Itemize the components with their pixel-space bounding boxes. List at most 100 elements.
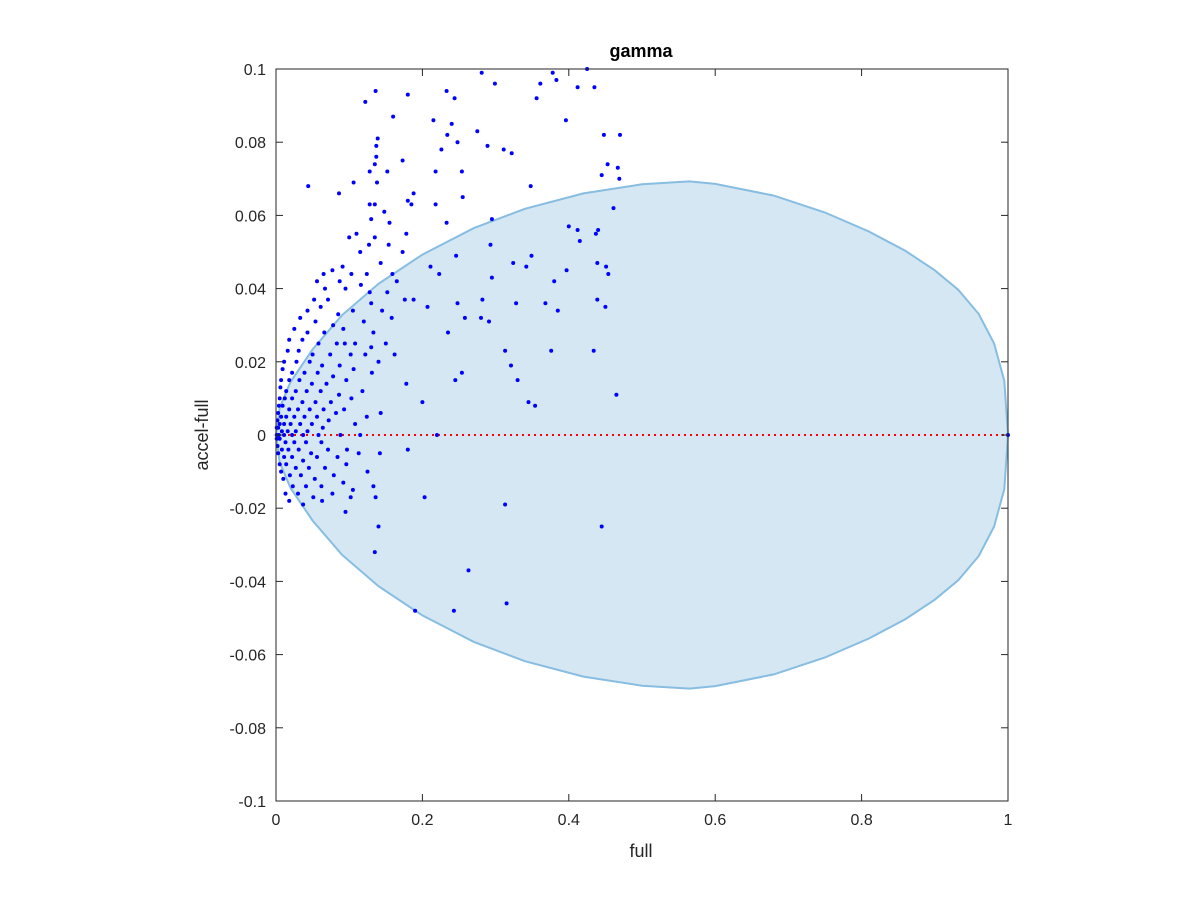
y-axis-ticks: -0.1 -0.08 -0.06 -0.04 -0.02 0 0.02 0.04 0.06 0.0… xyxy=(230,62,1008,811)
data-point xyxy=(316,341,321,346)
data-point xyxy=(313,400,318,405)
data-point xyxy=(394,279,399,284)
data-point xyxy=(300,337,305,342)
data-point xyxy=(361,319,366,324)
data-point xyxy=(323,286,327,291)
data-point xyxy=(344,462,349,467)
data-point xyxy=(301,502,306,507)
data-point xyxy=(287,498,292,503)
data-point xyxy=(341,326,346,331)
data-point xyxy=(614,392,619,397)
data-point xyxy=(350,308,355,313)
data-point xyxy=(411,297,416,302)
data-point xyxy=(509,363,513,368)
data-point xyxy=(279,447,284,452)
data-point xyxy=(372,550,377,555)
data-point xyxy=(400,158,405,163)
data-point xyxy=(328,352,333,357)
y-tick-label: 0.04 xyxy=(235,282,266,299)
data-point xyxy=(444,89,449,93)
data-point xyxy=(425,304,430,309)
data-point xyxy=(358,250,363,254)
data-point xyxy=(330,268,335,273)
data-point xyxy=(363,99,368,104)
data-point xyxy=(618,132,622,137)
data-point xyxy=(387,220,392,225)
data-point xyxy=(315,455,319,459)
data-point xyxy=(555,308,560,313)
data-point xyxy=(322,330,327,335)
data-point xyxy=(404,381,409,386)
data-point xyxy=(307,359,312,364)
data-point xyxy=(277,462,282,467)
data-point xyxy=(462,315,467,320)
y-tick-label: 0.1 xyxy=(244,62,266,79)
data-point xyxy=(280,403,285,408)
data-point xyxy=(451,608,456,613)
data-point xyxy=(466,568,471,573)
data-point xyxy=(318,389,323,394)
data-point xyxy=(409,202,414,207)
data-point xyxy=(400,250,405,254)
data-point xyxy=(337,392,341,397)
data-point xyxy=(492,81,497,86)
data-point xyxy=(354,231,359,236)
data-point xyxy=(282,422,287,426)
data-point xyxy=(453,378,458,383)
data-point xyxy=(367,242,371,247)
data-point xyxy=(369,217,374,222)
data-point xyxy=(376,359,381,364)
data-point xyxy=(287,378,292,383)
data-point xyxy=(444,220,449,225)
data-point xyxy=(319,440,324,445)
x-axis-ticks: 0 0.2 0.4 0.6 0.8 1 xyxy=(272,69,1013,829)
data-point xyxy=(371,484,376,489)
data-point xyxy=(577,239,582,243)
data-point xyxy=(554,78,559,82)
data-point xyxy=(433,202,438,207)
data-point xyxy=(318,304,323,309)
data-point xyxy=(391,114,396,119)
data-point xyxy=(596,228,601,232)
data-point xyxy=(276,403,281,408)
data-point xyxy=(280,367,285,372)
data-point xyxy=(563,118,568,123)
data-point xyxy=(489,217,494,222)
data-point xyxy=(276,411,281,415)
data-point xyxy=(514,301,519,306)
data-point xyxy=(331,323,336,328)
data-point xyxy=(358,433,363,437)
data-point xyxy=(330,491,335,496)
data-point xyxy=(283,440,288,445)
data-point xyxy=(360,389,365,394)
data-point xyxy=(326,447,330,452)
data-point xyxy=(372,202,377,207)
data-point xyxy=(452,96,457,101)
chart-title: gamma xyxy=(609,41,673,61)
data-point xyxy=(593,231,598,236)
data-point xyxy=(279,414,284,419)
data-point xyxy=(334,341,339,346)
data-point xyxy=(287,473,292,478)
data-point xyxy=(605,162,610,167)
y-tick-label: -0.04 xyxy=(230,574,267,591)
data-point xyxy=(305,429,310,434)
data-point xyxy=(276,451,281,456)
data-point xyxy=(538,81,543,86)
data-point xyxy=(378,261,383,265)
data-point xyxy=(340,264,345,269)
data-point xyxy=(337,191,341,196)
data-point xyxy=(617,176,622,181)
data-point xyxy=(435,433,439,437)
data-point xyxy=(389,315,394,320)
data-point xyxy=(595,261,600,265)
data-point xyxy=(336,312,341,317)
data-point xyxy=(367,202,372,207)
data-point xyxy=(285,348,290,353)
data-point xyxy=(475,129,480,134)
data-point xyxy=(284,414,289,419)
data-point xyxy=(431,118,436,123)
data-point xyxy=(364,272,369,276)
data-point xyxy=(489,275,494,280)
data-point xyxy=(606,272,611,276)
